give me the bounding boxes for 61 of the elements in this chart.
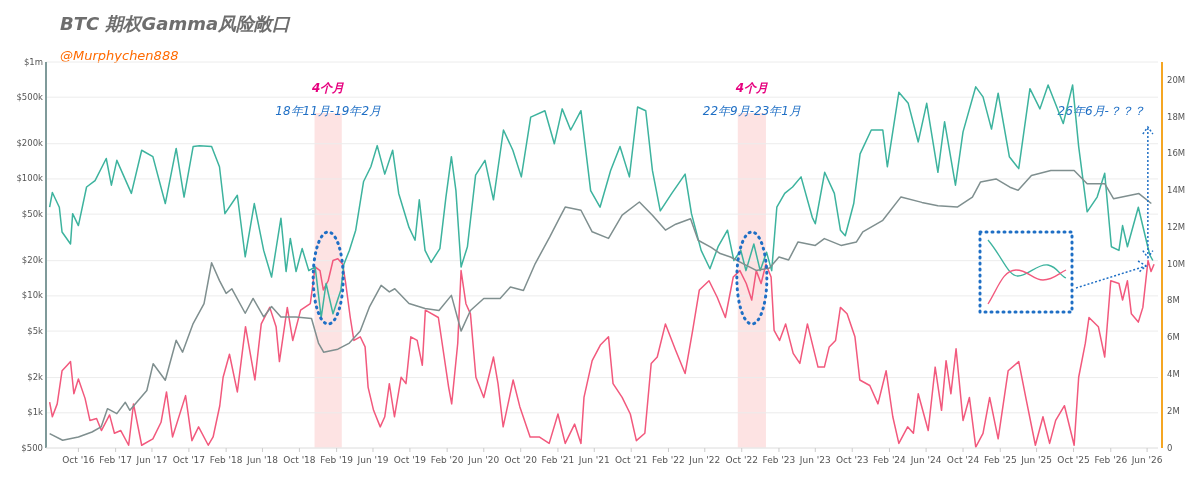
y-tick-label: $500 [21,442,43,453]
line-series [48,84,1154,319]
y-tick-label: $2k [27,372,44,383]
y-tick-label: $200k [16,138,44,149]
y2-tick-label: 14M [1167,185,1186,196]
x-tick-label: Feb '20 [430,455,464,465]
x-tick-label: Oct '21 [615,455,648,465]
x-tick-label: Feb '24 [873,455,907,465]
y-tick-label: $10k [21,290,44,301]
x-tick-label: Oct '18 [283,455,316,465]
y2-tick-label: 8M [1167,295,1180,306]
line-series [48,169,1153,442]
x-tick-label: Feb '21 [541,455,575,465]
y2-tick-label: 12M [1167,221,1186,232]
y-tick-label: $20k [21,255,44,266]
line-series [48,257,1155,448]
x-tick-label: Jun '25 [1020,455,1053,465]
chart-title: BTC 期权Gamma风险敞口 [60,13,292,34]
annotation: @Murphychen888 [60,47,179,63]
y-tick-label: $5k [27,325,44,336]
x-tick-label: Oct '22 [725,455,758,465]
x-tick-label: Oct '20 [504,455,538,465]
x-tick-label: Feb '26 [1094,455,1128,465]
x-tick-label: Jun '22 [688,455,721,465]
band-label: 22年9月-23年1月 [702,103,801,118]
x-tick-label: Oct '17 [172,455,206,465]
x-tick-label: Jun '17 [135,455,168,465]
x-tick-label: Jun '26 [1130,455,1163,465]
x-tick-label: Jun '21 [577,455,610,465]
y-tick-label: $50k [21,208,44,219]
x-tick-label: Feb '22 [652,455,685,465]
x-tick-label: Oct '25 [1057,455,1090,465]
y2-tick-label: 20M [1167,74,1186,85]
x-tick-label: Oct '23 [836,455,869,465]
x-tick-label: Oct '24 [946,455,980,465]
x-tick-label: Jun '19 [356,455,389,465]
x-tick-label: Feb '19 [320,455,354,465]
y2-tick-label: 0 [1167,442,1173,453]
x-tick-label: Jun '24 [909,455,942,465]
x-tick-label: Feb '23 [762,455,796,465]
y2-tick-label: 6M [1167,332,1180,343]
y2-tick-label: 4M [1167,368,1180,379]
y2-tick-label: 2M [1167,405,1180,416]
x-tick-label: Oct '19 [393,455,427,465]
x-tick-label: Feb '25 [983,455,1017,465]
annotation: 4个月 [734,80,769,95]
x-tick-label: Feb '18 [209,455,243,465]
x-tick-label: Oct '16 [62,455,95,465]
x-tick-label: Jun '18 [246,455,279,465]
y2-tick-label: 10M [1167,258,1186,269]
x-tick-label: Feb '17 [99,455,132,465]
y2-tick-label: 18M [1167,111,1186,122]
x-tick-label: Jun '20 [467,455,500,465]
y-tick-label: $1m [23,56,43,67]
y2-tick-label: 16M [1167,148,1186,159]
annotation: 4个月 [310,80,345,95]
y-tick-label: $1k [27,407,44,418]
band-label: 18年11月-19年2月 [275,103,382,118]
y-tick-label: $500k [16,91,44,102]
y-tick-label: $100k [16,173,44,184]
x-tick-label: Jun '23 [798,455,831,465]
